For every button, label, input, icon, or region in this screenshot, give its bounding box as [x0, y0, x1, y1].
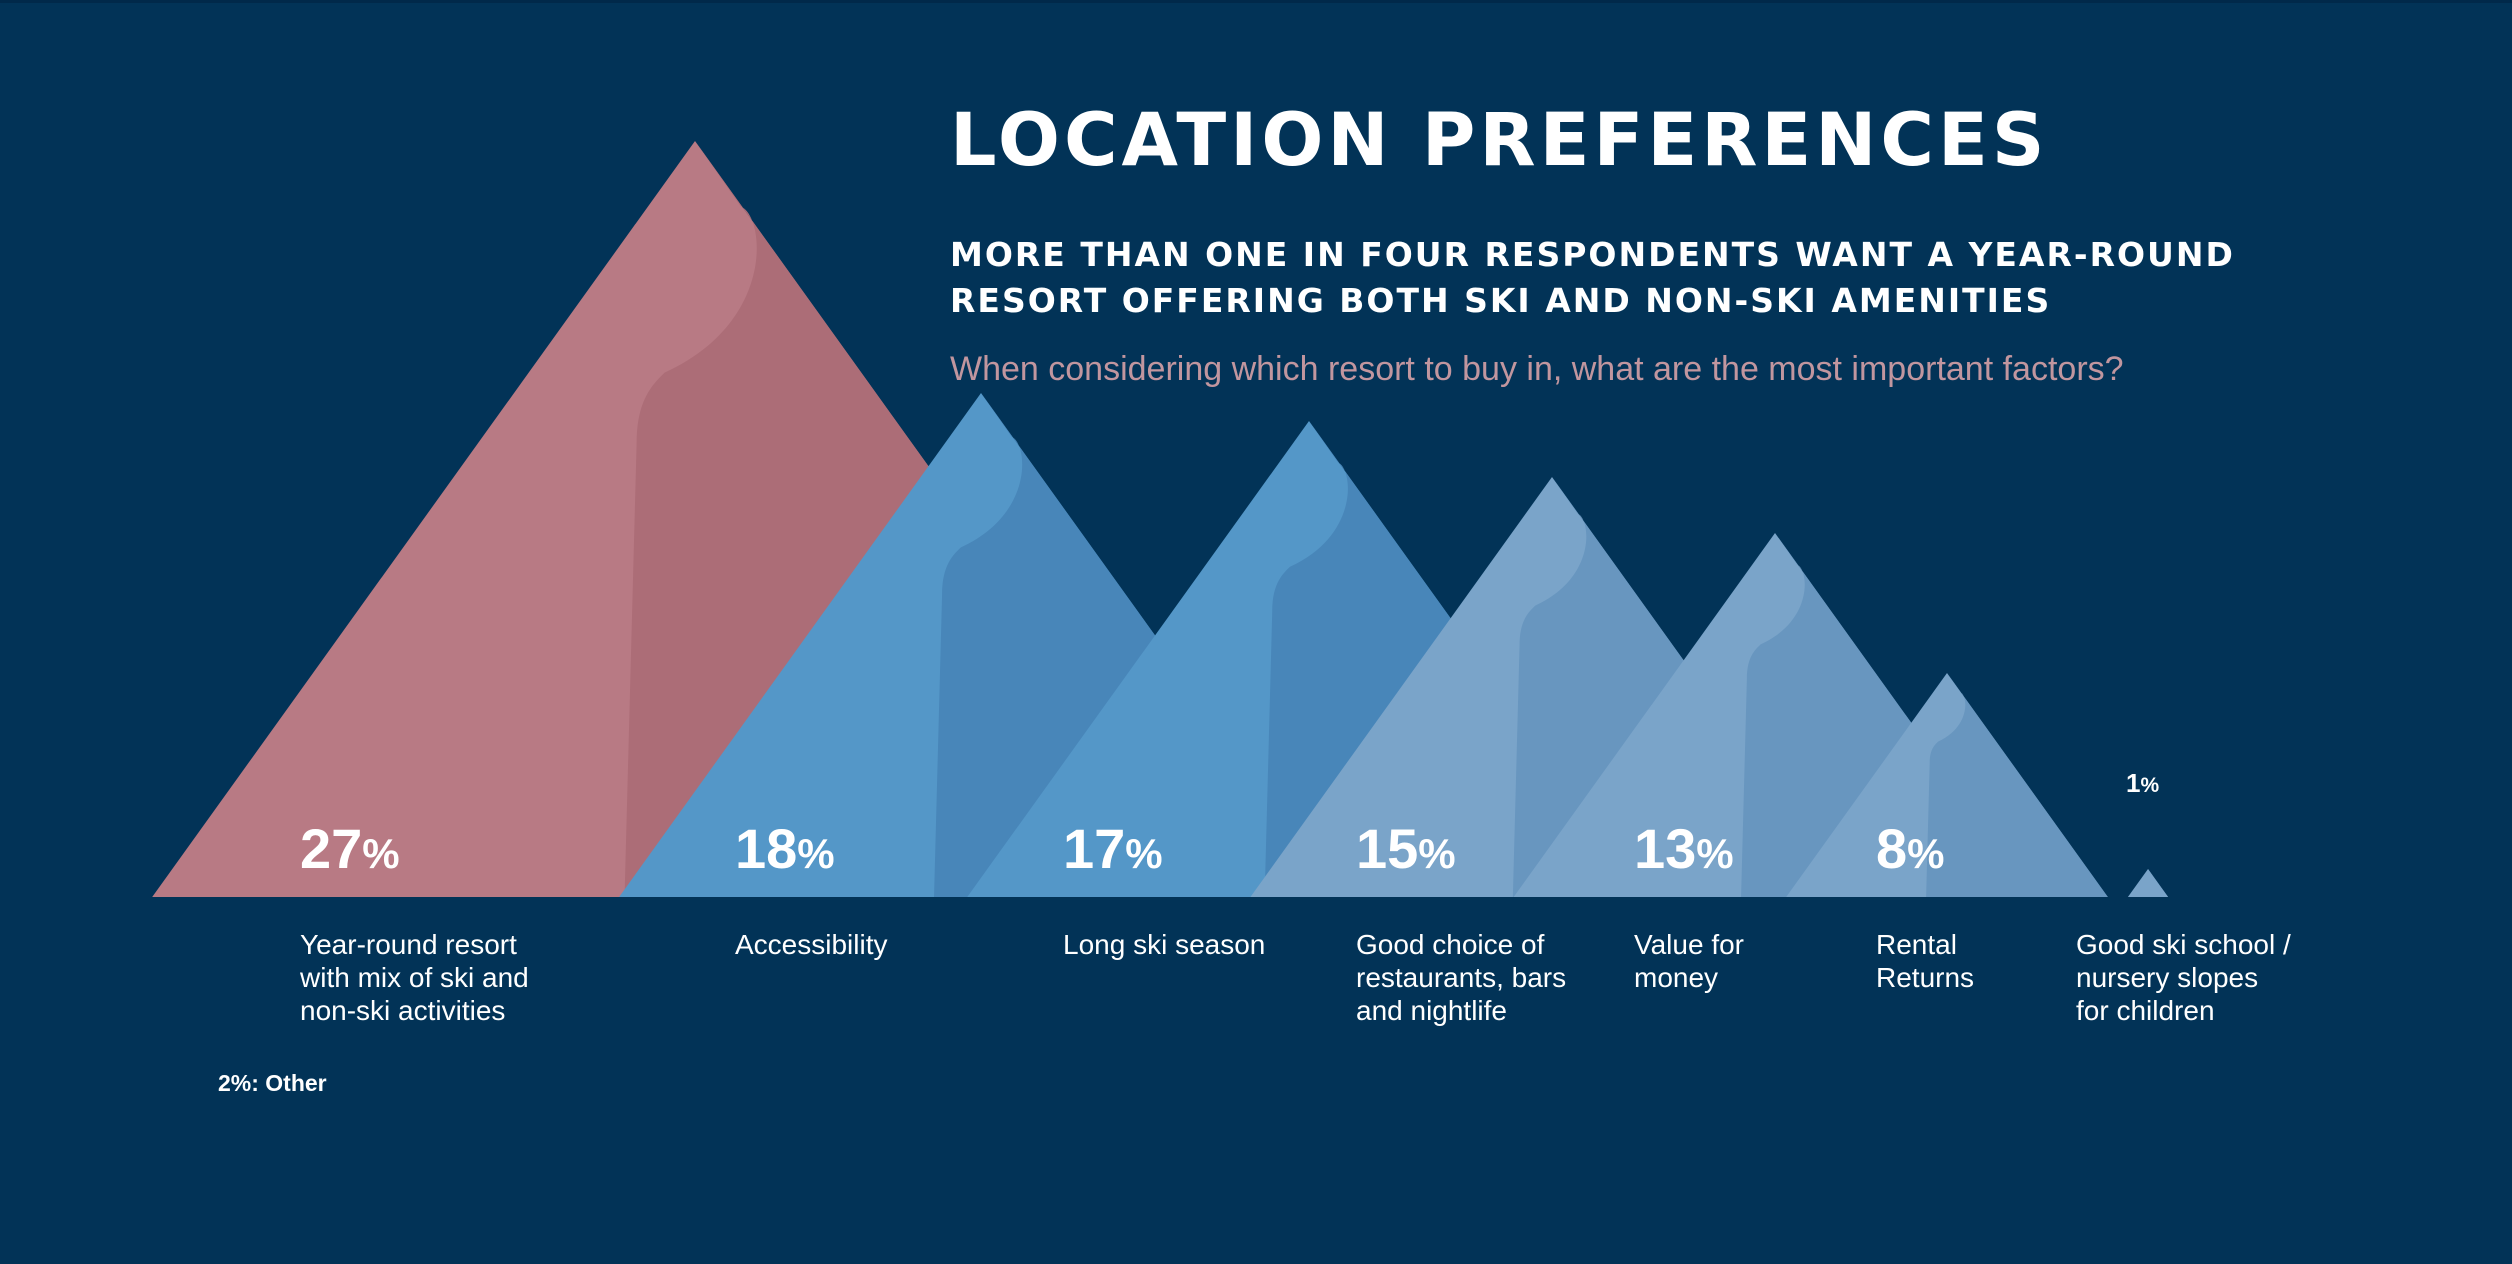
category-label-line: nursery slopes	[2076, 962, 2259, 993]
value-number: 17	[1063, 817, 1125, 880]
category-label-line: Long ski season	[1063, 929, 1266, 960]
category-label: Rental Returns	[1876, 928, 1974, 994]
category-label: Long ski season	[1063, 928, 1265, 961]
chart-subtitle: MORE THAN ONE IN FOUR RESPONDENTS WANT A…	[950, 232, 2350, 324]
category-label-line: money	[1634, 962, 1719, 993]
value-label: 8%	[1876, 817, 1945, 880]
value-unit: %	[2140, 774, 2159, 797]
value-unit: %	[1418, 830, 1455, 877]
category-label-line: restaurants, bars	[1356, 962, 1567, 993]
category-label: Accessibility	[735, 928, 887, 961]
category-label: Value for money	[1634, 928, 1744, 994]
category-label-line: for children	[2076, 995, 2215, 1026]
mountain-7	[2127, 869, 2169, 897]
value-unit: %	[362, 830, 399, 877]
category-label-line: Accessibility	[735, 929, 888, 960]
top-border	[0, 0, 2512, 3]
subtitle-line: RESORT OFFERING BOTH SKI AND NON-SKI AME…	[950, 281, 2052, 320]
value-label: 13%	[1634, 817, 1734, 880]
category-label-line: Good choice of	[1356, 929, 1545, 960]
category-label-line: Returns	[1876, 962, 1975, 993]
category-label: Good ski school / nursery slopes for chi…	[2076, 928, 2291, 1027]
category-label-line: Good ski school /	[2076, 929, 2291, 960]
value-number: 1	[2126, 768, 2140, 798]
category-label-line: with mix of ski and	[300, 962, 529, 993]
value-number: 18	[735, 817, 797, 880]
value-label: 18%	[735, 817, 835, 880]
chart-title: LOCATION PREFERENCES	[950, 98, 2049, 183]
value-unit: %	[1907, 830, 1944, 877]
category-label: Year-round resort with mix of ski and no…	[300, 928, 529, 1027]
category-label: Good choice of restaurants, bars and nig…	[1356, 928, 1566, 1027]
value-label: 1%	[2126, 768, 2159, 798]
category-label-line: Year-round resort	[300, 929, 517, 960]
category-label-line: non-ski activities	[300, 995, 506, 1026]
value-number: 13	[1634, 817, 1696, 880]
value-label: 27%	[300, 817, 400, 880]
value-number: 27	[300, 817, 362, 880]
mountain-6	[1786, 673, 2108, 897]
mountain-shadow	[1926, 673, 2108, 897]
subtitle-line: MORE THAN ONE IN FOUR RESPONDENTS WANT A…	[950, 235, 2235, 274]
mountain-shadow	[2148, 869, 2169, 897]
value-label: 15%	[1356, 817, 1456, 880]
value-unit: %	[1125, 830, 1162, 877]
survey-question: When considering which resort to buy in,…	[950, 350, 2124, 388]
category-label-line: Rental	[1876, 929, 1957, 960]
value-number: 15	[1356, 817, 1418, 880]
footnote-other: 2%: Other	[218, 1070, 327, 1096]
value-number: 8	[1876, 817, 1907, 880]
value-unit: %	[1696, 830, 1733, 877]
value-unit: %	[797, 830, 834, 877]
category-label-line: Value for	[1634, 929, 1744, 960]
category-label-line: and nightlife	[1356, 995, 1508, 1026]
value-label: 17%	[1063, 817, 1163, 880]
